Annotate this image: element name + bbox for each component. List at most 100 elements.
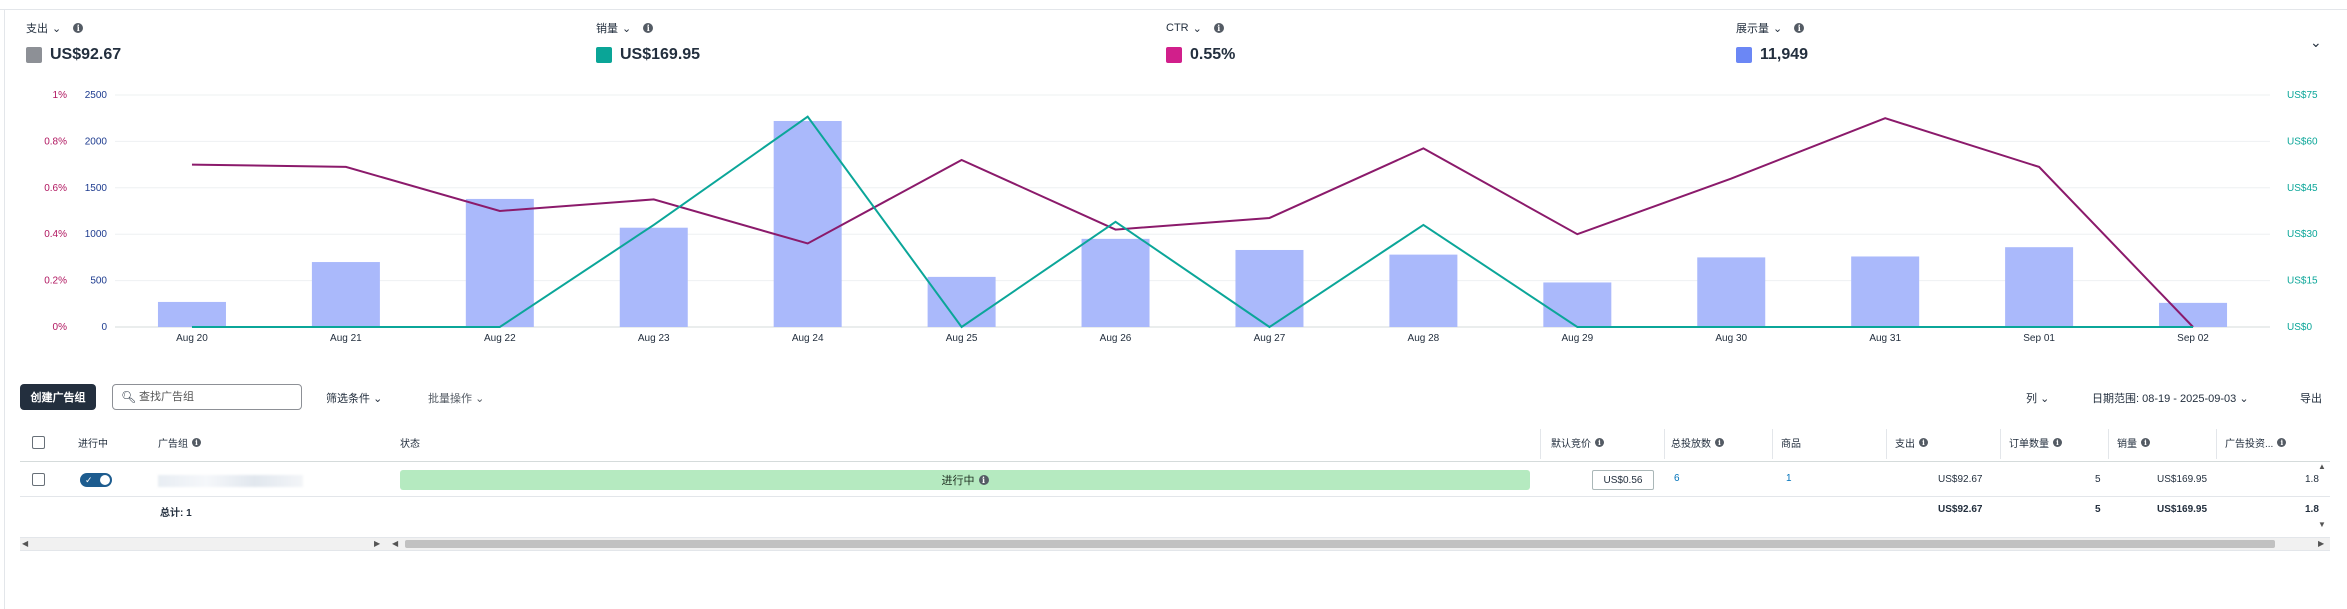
y-tick-count: 0 <box>101 322 107 333</box>
column-divider <box>1540 429 1541 459</box>
col-ad-group[interactable]: 广告组 i <box>158 435 201 450</box>
products-link[interactable]: 1 <box>1786 473 1792 484</box>
column-divider <box>1664 429 1665 459</box>
default-bid-input[interactable]: US$0.56 <box>1592 470 1654 490</box>
filter-dropdown[interactable]: 筛选条件 ⌄ <box>326 390 382 406</box>
bar-impressions <box>1081 238 1150 327</box>
totals-acos: 1.8 <box>2305 504 2319 515</box>
bar-impressions <box>1851 256 1920 327</box>
info-icon[interactable]: i <box>2141 438 2150 447</box>
totals-row: 总计: 1 US$92.67 5 US$169.95 1.8 <box>20 497 2330 521</box>
metric-sales-dropdown[interactable]: 销量 ⌄ <box>596 20 631 36</box>
y-tick-count: 2000 <box>85 136 108 147</box>
y-tick-percent: 0.4% <box>44 229 67 240</box>
col-orders[interactable]: 订单数量 i <box>2009 435 2062 450</box>
select-all-checkbox[interactable] <box>32 436 45 449</box>
info-icon[interactable]: i <box>192 438 201 447</box>
info-icon[interactable]: i <box>1794 23 1805 33</box>
x-tick-label: Aug 23 <box>638 333 670 344</box>
info-icon[interactable]: i <box>2277 438 2287 447</box>
info-icon[interactable]: i <box>1715 438 1724 447</box>
column-divider <box>2108 429 2109 459</box>
info-icon[interactable]: i <box>73 23 84 33</box>
bar-impressions <box>465 198 534 327</box>
scroll-left-icon[interactable]: ◀ <box>392 539 399 548</box>
bar-impressions <box>619 227 688 327</box>
metric-ctr-dropdown[interactable]: CTR ⌄ <box>1166 22 1202 35</box>
col-status[interactable]: 状态 <box>400 439 420 450</box>
active-toggle[interactable]: ✓ <box>80 473 112 487</box>
scroll-down-icon[interactable]: ▼ <box>2318 520 2326 529</box>
x-tick-label: Aug 24 <box>792 333 824 344</box>
x-tick-label: Aug 20 <box>176 333 208 344</box>
y-tick-currency: US$60 <box>2287 136 2318 147</box>
info-icon[interactable]: i <box>2053 438 2062 447</box>
metric-impressions-swatch <box>1736 47 1752 63</box>
y-tick-currency: US$15 <box>2287 276 2318 287</box>
col-active[interactable]: 进行中 <box>78 439 108 450</box>
metric-impressions-dropdown[interactable]: 展示量 ⌄ <box>1736 20 1782 36</box>
y-tick-currency: US$45 <box>2287 183 2318 194</box>
y-tick-percent: 0% <box>53 322 68 333</box>
metric-spend-swatch <box>26 47 42 63</box>
bar-impressions <box>1389 254 1458 327</box>
metric-spend-label: 支出 <box>26 23 48 35</box>
metric-ctr-swatch <box>1166 47 1182 63</box>
scroll-right-icon[interactable]: ▶ <box>374 539 381 548</box>
bar-impressions <box>2005 247 2074 327</box>
line-sales <box>191 115 2194 329</box>
x-tick-label: Aug 31 <box>1869 333 1901 344</box>
toggle-knob <box>100 475 110 485</box>
chevron-down-icon: ⌄ <box>1192 22 1202 35</box>
bulk-actions-label: 批量操作 <box>428 393 472 405</box>
scroll-right-icon[interactable]: ▶ <box>2318 539 2325 548</box>
metric-impressions-label: 展示量 <box>1736 23 1769 35</box>
col-sales[interactable]: 销量 i <box>2117 435 2150 450</box>
row-checkbox[interactable] <box>32 473 45 486</box>
metric-sales: 销量 ⌄ i US$169.95 <box>596 20 700 66</box>
chevron-down-icon: ⌄ <box>1773 22 1783 35</box>
x-tick-label: Aug 30 <box>1715 333 1747 344</box>
search-input[interactable] <box>137 390 291 404</box>
x-tick-label: Aug 22 <box>484 333 516 344</box>
horizontal-scrollbar[interactable]: ◀ ▶ ◀ ▶ <box>20 537 2330 551</box>
col-spend[interactable]: 支出 i <box>1895 435 1928 450</box>
y-tick-percent: 0.8% <box>44 136 67 147</box>
bulk-actions-dropdown[interactable]: 批量操作 ⌄ <box>428 390 484 406</box>
create-ad-group-button[interactable]: 创建广告组 <box>20 384 96 410</box>
metric-spend: 支出 ⌄ i US$92.67 <box>26 20 121 66</box>
date-range-label: 日期范围: 08-19 - 2025-09-03 <box>2092 393 2237 405</box>
search-icon: 🔍︎ <box>121 390 137 404</box>
bar-impressions <box>157 301 226 327</box>
export-button[interactable]: 导出 <box>2300 393 2322 405</box>
columns-dropdown[interactable]: 列 ⌄ <box>2026 390 2049 406</box>
chevron-down-icon: ⌄ <box>475 393 485 405</box>
scroll-left-icon[interactable]: ◀ <box>22 539 29 548</box>
info-icon[interactable]: i <box>978 475 989 485</box>
vertical-scrollbar[interactable]: ▲ ▼ <box>2316 462 2330 532</box>
ad-group-name-redacted[interactable] <box>158 475 303 487</box>
info-icon[interactable]: i <box>1919 438 1928 447</box>
bar-impressions <box>1543 282 1612 327</box>
metric-spend-dropdown[interactable]: 支出 ⌄ <box>26 20 61 36</box>
chevron-down-icon: ⌄ <box>373 393 383 405</box>
col-products[interactable]: 商品 <box>1781 439 1801 450</box>
scroll-up-icon[interactable]: ▲ <box>2318 462 2326 471</box>
line-ctr <box>191 117 2194 328</box>
x-tick-label: Aug 25 <box>946 333 978 344</box>
bar-impressions <box>1235 249 1304 327</box>
info-icon[interactable]: i <box>1213 23 1224 33</box>
date-range-dropdown[interactable]: 日期范围: 08-19 - 2025-09-03 ⌄ <box>2092 390 2249 406</box>
columns-label: 列 <box>2026 393 2037 405</box>
scrollbar-thumb[interactable] <box>405 540 2275 548</box>
column-divider <box>2216 429 2217 459</box>
info-icon[interactable]: i <box>1595 438 1604 447</box>
info-icon[interactable]: i <box>643 23 654 33</box>
column-divider <box>1886 429 1887 459</box>
total-targets-link[interactable]: 6 <box>1674 473 1680 484</box>
col-acos[interactable]: 广告投资... i <box>2225 435 2287 450</box>
collapse-chart-chevron-icon[interactable]: ⌄ <box>2310 34 2322 50</box>
metric-sales-label: 销量 <box>596 23 618 35</box>
col-default-bid[interactable]: 默认竞价 i <box>1551 435 1604 450</box>
col-total-targets[interactable]: 总投放数 i <box>1671 435 1724 450</box>
